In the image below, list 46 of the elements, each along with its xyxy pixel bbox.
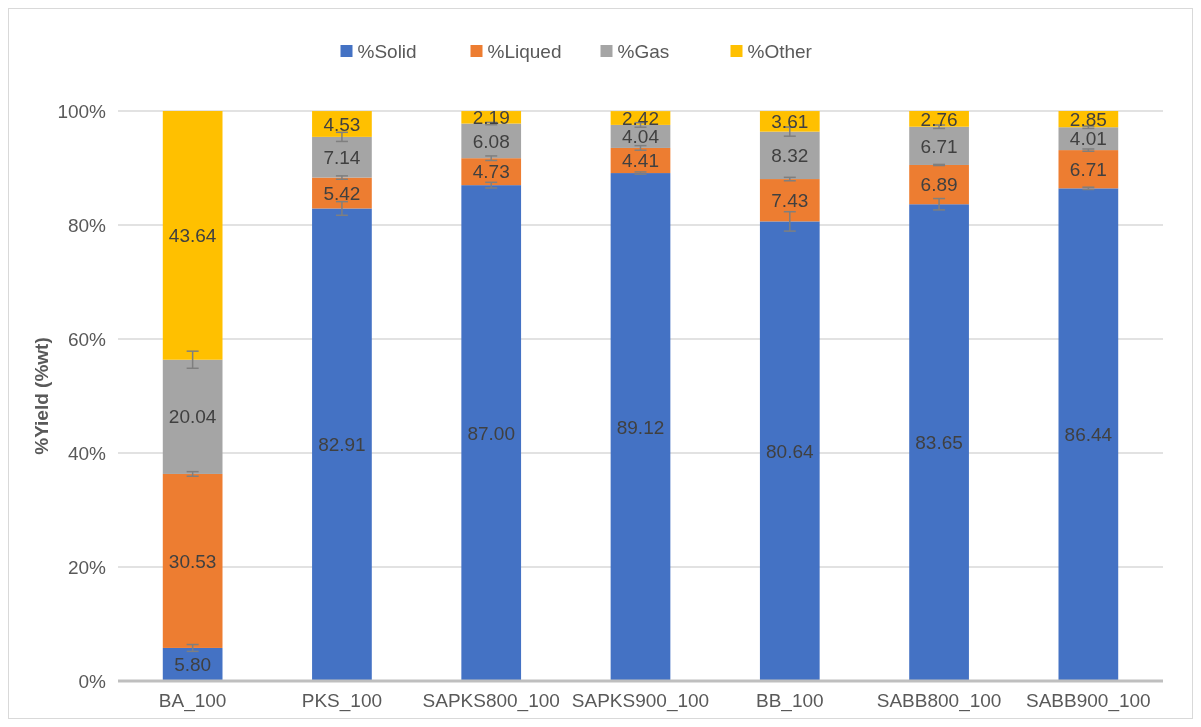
x-tick-label: PKS_100 (301, 690, 383, 712)
x-tick-label: SAPKS800_100 (422, 690, 560, 712)
data-label: 86.44 (1064, 424, 1113, 446)
y-axis-title: %Yield (%wt) (31, 337, 52, 455)
data-label: 4.73 (472, 161, 510, 183)
data-label: 6.08 (472, 130, 510, 152)
data-label: 2.19 (472, 106, 510, 128)
legend-label: %Other (747, 40, 813, 62)
data-label: 7.14 (323, 146, 361, 168)
x-tick-label: BB_100 (755, 690, 824, 712)
legend-label: %Liqued (487, 40, 562, 62)
y-tick-label: 100% (57, 100, 107, 122)
legend-label: %Solid (357, 40, 417, 62)
data-label: 5.80 (174, 654, 212, 676)
data-label: 4.53 (323, 113, 361, 135)
data-label: 43.64 (168, 225, 217, 247)
y-tick-label: 20% (67, 556, 107, 578)
x-tick-label: BA_100 (158, 690, 227, 712)
data-label: 30.53 (168, 550, 217, 572)
data-label: 6.89 (920, 174, 958, 196)
y-tick-label: 40% (67, 442, 107, 464)
data-label: 82.91 (318, 434, 366, 456)
data-label: 5.42 (323, 182, 361, 204)
y-tick-label: 0% (78, 670, 107, 692)
data-label: 3.61 (771, 110, 809, 132)
data-label: 2.76 (920, 108, 958, 130)
data-label: 8.32 (771, 144, 809, 166)
data-label: 4.41 (622, 150, 659, 172)
y-tick-label: 80% (67, 214, 107, 236)
data-label: 6.71 (920, 135, 958, 157)
data-label: 2.85 (1069, 108, 1107, 130)
x-tick-label: SAPKS900_100 (571, 690, 710, 712)
y-tick-label: 60% (67, 328, 107, 350)
data-label: 89.12 (616, 416, 665, 438)
data-label: 20.04 (168, 406, 217, 428)
data-label: 2.42 (622, 107, 659, 129)
data-label: 83.65 (915, 432, 963, 454)
data-label: 7.43 (771, 189, 809, 211)
data-label: 87.00 (467, 422, 515, 444)
legend-label: %Gas (617, 40, 670, 62)
data-label: 4.04 (622, 126, 660, 148)
x-tick-label: SABB800_100 (876, 690, 1002, 712)
data-label: 80.64 (766, 440, 814, 462)
x-tick-label: SABB900_100 (1026, 690, 1151, 712)
data-label: 4.01 (1069, 128, 1107, 150)
data-label: 6.71 (1069, 158, 1107, 180)
